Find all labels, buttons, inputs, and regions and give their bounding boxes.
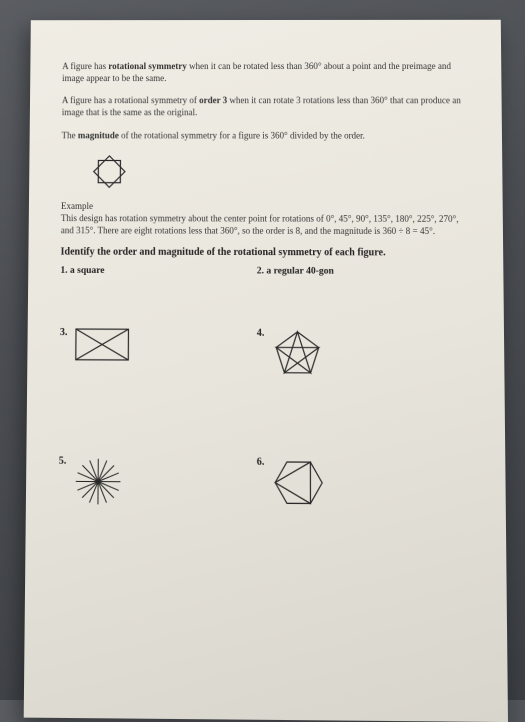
problem-label: a square [70, 266, 105, 276]
text: A figure has a rotational symmetry of [62, 95, 199, 105]
problem-number: 5. [59, 455, 67, 466]
problem-number: 3. [60, 327, 68, 338]
octagram-icon [89, 151, 129, 191]
pentagon-star-icon [271, 328, 324, 385]
problem-label: a regular 40-gon [266, 266, 333, 276]
problems-row-1: 1. a square 2. a regular 40-gon [60, 266, 470, 277]
instruction: Identify the order and magnitude of the … [61, 246, 471, 258]
definition-rotational-symmetry: A figure has rotational symmetry when it… [62, 60, 469, 84]
term: magnitude [78, 130, 119, 140]
problem-3: 3. [59, 327, 256, 384]
worksheet-paper: A figure has rotational symmetry when it… [24, 20, 508, 722]
problem-number: 4. [257, 328, 265, 339]
rectangle-with-diagonals-icon [74, 327, 131, 365]
text: A figure has [62, 61, 108, 71]
term: order 3 [199, 95, 227, 105]
term: rotational symmetry [108, 61, 187, 71]
problems-row-2: 3. 4. [59, 327, 471, 385]
starburst-icon [73, 456, 124, 511]
example-label: Example [61, 201, 470, 212]
problem-6: 6. [257, 457, 473, 513]
example-text: This design has rotation symmetry about … [61, 212, 471, 238]
problem-number: 6. [257, 457, 265, 468]
example-figure [89, 151, 470, 197]
problem-1: 1. a square [60, 266, 256, 277]
problem-5: 5. [58, 455, 256, 511]
problem-number: 2. [257, 266, 264, 276]
problem-4: 4. [257, 328, 472, 385]
problems-row-3: 5. [58, 455, 473, 513]
hexagon-triangle-icon [271, 457, 326, 512]
problem-2: 2. a regular 40-gon [257, 266, 471, 277]
definition-magnitude: The magnitude of the rotational symmetry… [62, 129, 470, 142]
text: The [62, 130, 78, 140]
text: of the rotational symmetry for a figure … [119, 130, 365, 140]
definition-order: A figure has a rotational symmetry of or… [62, 94, 470, 119]
problem-number: 1. [60, 266, 67, 276]
